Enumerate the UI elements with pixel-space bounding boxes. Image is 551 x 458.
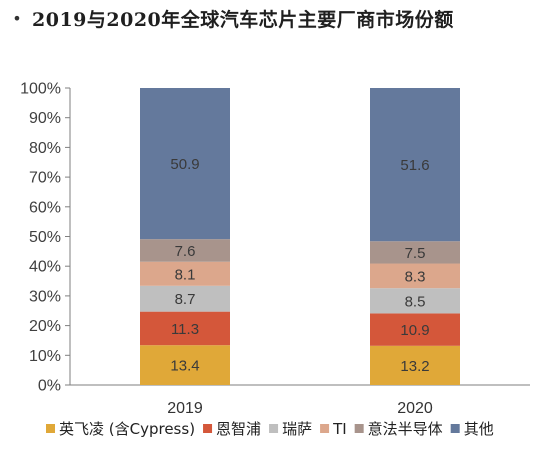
y-tick-label: 0% [38, 378, 61, 395]
y-tick-label: 80% [29, 140, 61, 157]
legend-label: 恩智浦 [216, 420, 261, 438]
data-label: 13.2 [400, 358, 429, 375]
legend-swatch [354, 424, 364, 433]
legend-label: 其他 [464, 420, 494, 438]
bar-segment [140, 285, 230, 312]
legend-label: 意法半导体 [368, 420, 443, 438]
data-label: 8.5 [405, 293, 426, 310]
legend-swatch [320, 424, 330, 433]
title-row: • 2019与2020年全球汽车芯片主要厂商市场份额 [6, 4, 454, 32]
y-tick-label: 30% [29, 288, 61, 305]
bar-segment [140, 239, 230, 262]
bar-segment [140, 311, 230, 346]
legend-label: 瑞萨 [282, 420, 312, 438]
legend-swatch [203, 424, 213, 433]
data-label: 11.3 [171, 321, 199, 338]
bar-segment [370, 313, 460, 346]
y-tick-label: 100% [20, 81, 61, 98]
y-tick-label: 40% [29, 259, 61, 276]
data-label: 7.6 [175, 243, 196, 260]
bar-segment [370, 345, 460, 385]
y-tick-label: 10% [29, 348, 61, 365]
bar-segment [140, 88, 230, 240]
bar-segment [140, 261, 230, 286]
data-label: 8.7 [175, 291, 196, 308]
data-label: 8.1 [175, 266, 196, 283]
bar-segment [370, 88, 460, 242]
legend-swatch [269, 424, 279, 433]
legend-swatch [46, 424, 55, 433]
y-tick-label: 60% [29, 199, 61, 216]
data-label: 50.9 [170, 156, 199, 173]
bullet-icon: • [12, 8, 22, 28]
x-tick-label: 2020 [397, 400, 433, 417]
y-tick-label: 70% [29, 170, 61, 187]
y-tick-label: 20% [29, 318, 61, 335]
data-label: 10.9 [400, 322, 429, 339]
data-label: 7.5 [405, 245, 426, 262]
data-label: 51.6 [400, 157, 429, 174]
data-label: 8.3 [405, 268, 426, 285]
y-tick-label: 50% [29, 229, 61, 246]
y-tick-label: 90% [29, 110, 61, 127]
bar-segment [370, 288, 460, 314]
x-tick-label: 2019 [167, 400, 203, 417]
legend-swatch [450, 424, 460, 433]
data-label: 13.4 [170, 358, 199, 375]
bar-segment [140, 345, 230, 385]
legend-label: TI [332, 420, 347, 438]
bar-segment [370, 263, 460, 289]
legend-label: 英飞凌 (含Cypress) [59, 420, 195, 438]
bar-segment [370, 241, 460, 264]
chart-title: 2019与2020年全球汽车芯片主要厂商市场份额 [32, 8, 454, 31]
